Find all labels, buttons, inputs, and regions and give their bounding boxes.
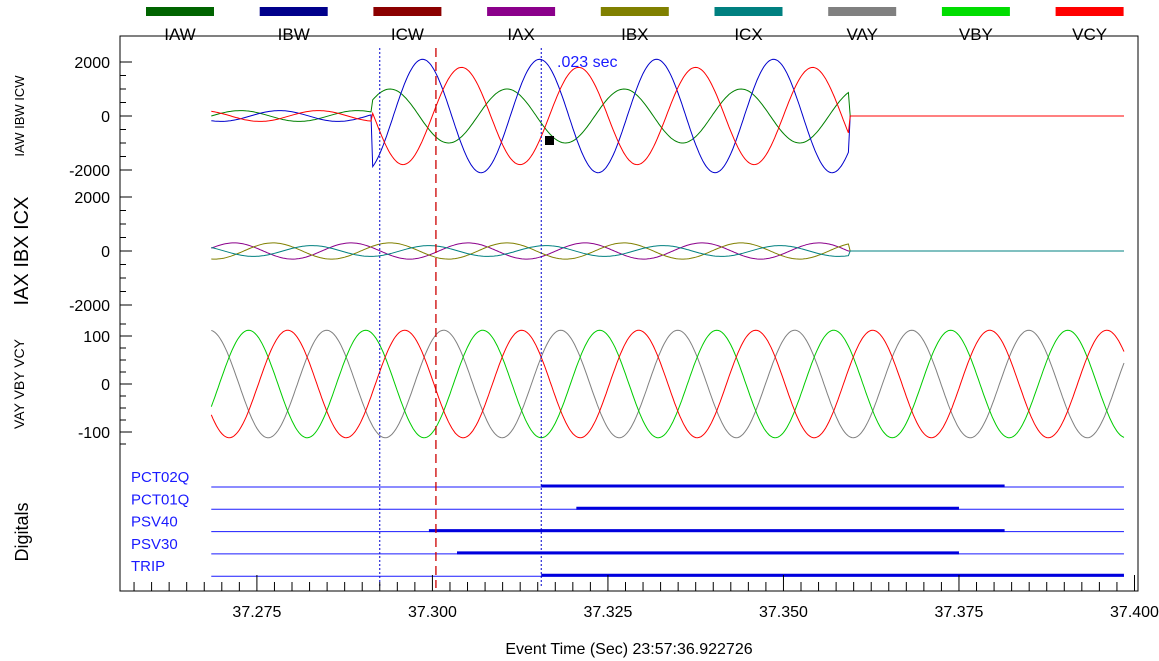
x-tick-label: 37.400 <box>1110 604 1159 621</box>
legend-label-icx: ICX <box>734 25 762 44</box>
digitals-label: Digitals <box>12 502 32 561</box>
legend-swatch-iaw <box>146 7 214 16</box>
y-tick-label: -2000 <box>69 163 110 180</box>
y-axis-label: IAW IBW ICW <box>12 75 27 157</box>
legend-label-vay: VAY <box>846 25 878 44</box>
x-tick-label: 37.275 <box>232 604 281 621</box>
y-tick-label: 2000 <box>74 55 110 72</box>
series-vcy <box>210 329 1125 439</box>
digital-channels: Digitals PCT02Q PCT01Q PSV40 PSV30 TRIP <box>12 469 1124 577</box>
legend-label-vby: VBY <box>959 25 993 44</box>
legend-label-ibx: IBX <box>621 25 648 44</box>
series-vby <box>210 329 1125 439</box>
y-tick-label: 2000 <box>74 190 110 207</box>
y-tick-label: 0 <box>101 244 110 261</box>
legend-swatch-icx <box>714 7 783 16</box>
legend-label-ibw: IBW <box>278 25 310 44</box>
analog-panels: 2000 0 -2000 IAW IBW ICW 2000 0 -2000 IAX IBX I… <box>11 55 1125 445</box>
series-icx <box>211 245 1124 257</box>
digital-label-pct02q: PCT02Q <box>131 469 189 486</box>
x-tick-label: 37.375 <box>935 604 984 621</box>
y-axis-label: IAX IBX ICX <box>11 197 33 306</box>
series-vay <box>211 329 1125 439</box>
x-axis: 37.275 37.300 37.325 37.350 37.375 37.400 <box>133 575 1159 621</box>
y-tick-label: 0 <box>101 109 110 126</box>
y-tick-label: -2000 <box>69 298 110 315</box>
cursor-delta-annotation: .023 sec <box>557 54 617 71</box>
y-tick-label: 0 <box>101 377 110 394</box>
y-tick-label: 100 <box>83 329 110 346</box>
x-tick-label: 37.325 <box>583 604 632 621</box>
legend-label-icw: ICW <box>391 25 424 44</box>
legend-swatch-ibx <box>600 7 669 16</box>
x-axis-label: Event Time (Sec) 23:57:36.922726 <box>505 641 752 658</box>
x-tick-label: 37.350 <box>759 604 808 621</box>
digital-label-psv30: PSV30 <box>131 536 178 553</box>
y-axis-label: VAY VBY VCY <box>11 338 27 429</box>
legend-swatch-iax <box>487 7 556 16</box>
legend-swatch-vcy <box>1055 7 1124 16</box>
panel-1: 2000 0 -2000 IAW IBW ICW <box>12 55 1124 180</box>
legend-swatch-vay <box>828 7 897 16</box>
x-tick-label: 37.300 <box>408 604 457 621</box>
legend-swatch-ibw <box>259 7 328 16</box>
legend-swatch-icw <box>373 7 442 16</box>
legend-label-iaw: IAW <box>164 25 195 44</box>
legend-label-iax: IAX <box>507 25 534 44</box>
series-icw <box>211 66 1124 166</box>
digital-label-pct01q: PCT01Q <box>131 491 189 508</box>
legend-label-vcy: VCY <box>1072 25 1107 44</box>
panel-3: 100 0 -100 VAY VBY VCY <box>11 323 1125 445</box>
legend-swatch-vby <box>941 7 1010 16</box>
plot-frame <box>119 35 1139 592</box>
legend: IAW IBW ICW IAX IBX ICX VAY VBY VCY <box>146 7 1124 44</box>
cursor-marker <box>545 136 554 145</box>
time-cursors <box>379 48 542 588</box>
y-tick-label: -100 <box>78 425 110 442</box>
panel-2: 2000 0 -2000 IAX IBX ICX <box>11 190 1124 315</box>
digital-label-psv40: PSV40 <box>131 514 178 531</box>
digital-label-trip: TRIP <box>131 558 165 575</box>
